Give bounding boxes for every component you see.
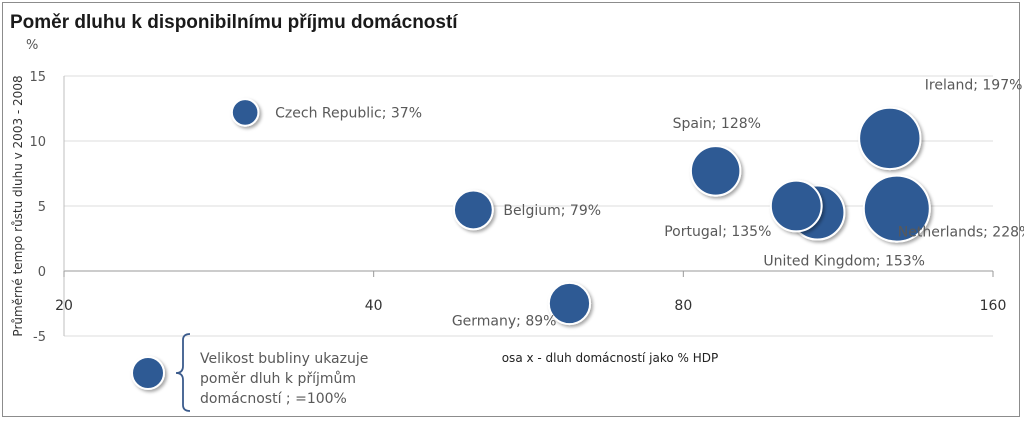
data-label: Portugal; 135% — [664, 224, 771, 240]
x-tick-label: 40 — [365, 298, 383, 314]
data-label: Germany; 89% — [452, 314, 557, 330]
y-tick-label: 5 — [38, 200, 46, 215]
data-label: Ireland; 197% — [925, 77, 1023, 93]
y-tick-label: 15 — [29, 70, 46, 85]
bubble-point — [547, 281, 592, 326]
bubble-point — [230, 98, 260, 127]
data-label: Spain; 128% — [673, 116, 761, 132]
y-tick-label: 0 — [38, 265, 46, 280]
legend-bracket — [175, 333, 191, 412]
data-label: Czech Republic; 37% — [275, 105, 422, 121]
data-label: Belgium; 79% — [503, 203, 601, 219]
bubble-point — [862, 174, 931, 243]
data-label: Netherlands; 228% — [898, 225, 1024, 241]
bubble-size-note: Velikost bubliny ukazuje poměr dluh k př… — [200, 351, 369, 407]
x-tick-label: 20 — [55, 298, 73, 314]
y-tick-label: -5 — [33, 330, 46, 345]
legend-bubble — [131, 356, 165, 390]
x-axis-title: osa x - dluh domácností jako % HDP — [502, 351, 719, 365]
chart-title: Poměr dluhu k disponibilnímu příjmu domá… — [10, 12, 458, 33]
bubble-point — [689, 145, 742, 197]
chart-frame — [2, 2, 1020, 417]
y-axis-title: Průměrné tempo růstu dluhu v 2003 - 2008 — [11, 75, 25, 336]
y-tick-label: 10 — [29, 135, 46, 150]
x-tick-label: 160 — [980, 298, 1007, 314]
data-label: United Kingdom; 153% — [763, 254, 925, 270]
y-unit-label: % — [26, 38, 38, 53]
bubble-point — [769, 179, 823, 233]
bubble-point — [452, 189, 494, 231]
bubble-point — [858, 106, 922, 171]
x-tick-label: 80 — [674, 298, 692, 314]
